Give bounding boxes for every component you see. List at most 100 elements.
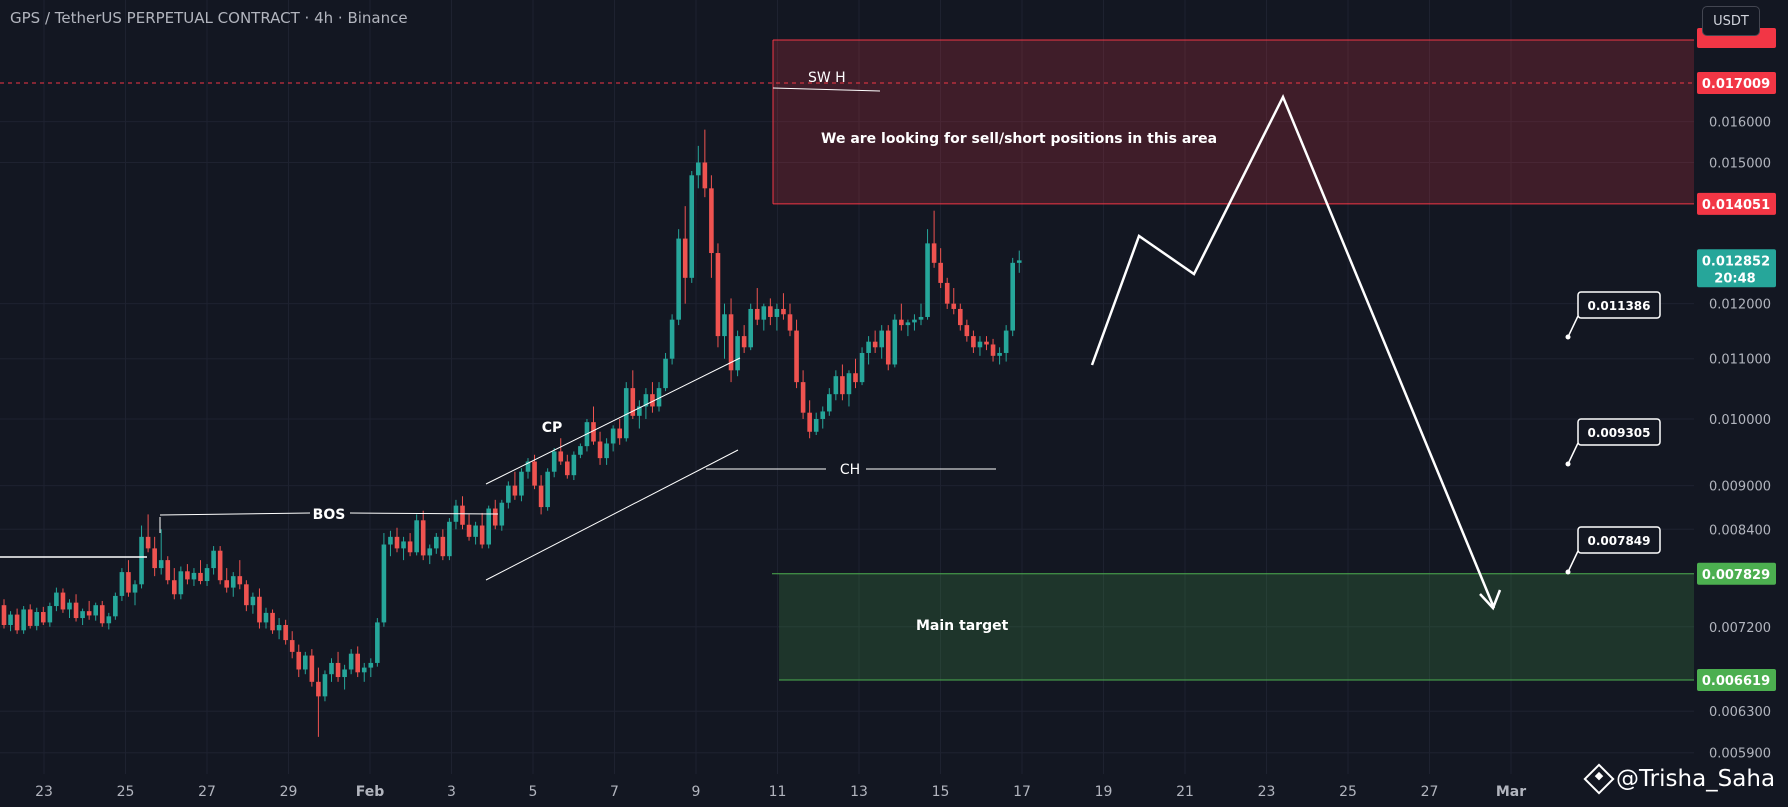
candle-body	[787, 314, 793, 331]
candle-body	[931, 243, 937, 263]
candle-body	[912, 319, 917, 323]
target-callout-box	[1577, 526, 1661, 554]
candle-body	[355, 653, 360, 673]
candle-body	[781, 308, 786, 315]
price-label-box	[1697, 562, 1776, 585]
time-tick-label: 25	[1339, 784, 1357, 800]
candle-body	[682, 238, 688, 278]
candle-body	[440, 536, 446, 557]
price-label-box	[1697, 249, 1776, 288]
candle-body	[309, 655, 315, 682]
annotation-bos: BOS	[313, 507, 346, 523]
candle-body	[610, 428, 616, 444]
price-label-value: 0.006619	[1702, 674, 1770, 689]
candle-body	[840, 376, 845, 395]
annotation-sw-h: SW H	[808, 70, 846, 86]
candle-body	[741, 336, 747, 348]
candle-body	[152, 548, 157, 569]
candle-body	[361, 667, 367, 673]
candle-body	[283, 625, 288, 641]
price-label-countdown: 20:48	[1714, 271, 1755, 286]
candle-body	[8, 614, 13, 626]
candle-body	[342, 669, 347, 678]
candle-body	[964, 325, 970, 337]
candle-body	[329, 662, 334, 675]
candle-body	[984, 341, 989, 345]
candle-body	[565, 461, 570, 476]
candle-body	[519, 471, 524, 496]
candle-body	[899, 319, 904, 326]
candle-body	[165, 560, 171, 581]
channel-upper-line	[485, 357, 741, 485]
candle-body	[132, 584, 138, 593]
target-callout-box	[1577, 291, 1661, 319]
target-callout-dot	[1565, 334, 1571, 340]
target-zone	[779, 573, 1694, 680]
candle-body	[702, 162, 708, 189]
candle-body	[466, 524, 472, 537]
candle-body	[257, 596, 262, 623]
candle-body	[198, 572, 203, 582]
target-callout-pointer	[1567, 550, 1579, 573]
candle-body	[244, 584, 249, 606]
candle-body	[833, 376, 839, 395]
sell-zone-label: We are looking for sell/short positions …	[821, 131, 1217, 147]
candle-body	[545, 471, 550, 508]
price-label-box	[1697, 669, 1776, 691]
time-axis[interactable]	[0, 776, 1694, 807]
candle-body	[230, 576, 236, 588]
candle-body	[768, 306, 773, 317]
candle-body	[643, 394, 649, 407]
target-callout-pointer	[1567, 315, 1579, 338]
candle-body	[794, 330, 799, 383]
candle-body	[951, 303, 957, 309]
target-callout-value: 0.007849	[1587, 534, 1650, 548]
target-zone-label: Main target	[916, 618, 1009, 634]
chart-title: GPS / TetherUS PERPETUAL CONTRACT · 4h ·…	[10, 9, 408, 27]
projection-arrowhead	[1479, 589, 1502, 611]
candle-body	[447, 521, 452, 557]
candle-body	[597, 441, 603, 459]
sell-zone	[773, 40, 1694, 204]
price-tick-label: 0.015000	[1709, 157, 1771, 172]
annotation-ch: CH	[840, 462, 860, 478]
candle-body	[139, 536, 144, 585]
time-tick-label: 21	[1176, 784, 1194, 800]
candle-body	[617, 428, 622, 439]
candle-body	[728, 314, 734, 371]
candle-body	[512, 485, 518, 496]
candle-body	[427, 548, 433, 556]
candle-body	[434, 536, 439, 549]
candle-body	[761, 306, 767, 320]
candle-body	[853, 373, 858, 383]
candle-body	[47, 606, 53, 623]
candle-body	[656, 388, 662, 407]
candle-body	[977, 341, 983, 348]
candle-body	[237, 576, 243, 585]
candle-body	[558, 451, 564, 462]
candle-body	[289, 640, 295, 652]
candle-body	[538, 485, 544, 508]
candle-body	[158, 560, 164, 569]
candle-body	[689, 175, 695, 278]
candle-body	[846, 373, 852, 395]
candle-body	[54, 592, 59, 607]
candle-body	[754, 308, 760, 320]
target-callout-dot	[1565, 461, 1571, 467]
time-tick-label: 15	[932, 784, 950, 800]
candle-body	[813, 418, 819, 432]
candle-body	[460, 505, 465, 525]
candle-body	[971, 336, 976, 348]
candle-body	[630, 388, 636, 416]
candle-body	[394, 536, 400, 549]
time-tick-label: 17	[1013, 784, 1031, 800]
price-label-box	[1697, 72, 1776, 94]
candle-body	[958, 308, 963, 326]
time-tick-label: 27	[1421, 784, 1439, 800]
candle-body	[316, 681, 321, 697]
currency-button[interactable]: USDT	[1702, 6, 1760, 36]
candle-body	[1, 605, 7, 626]
candle-body	[591, 422, 596, 442]
